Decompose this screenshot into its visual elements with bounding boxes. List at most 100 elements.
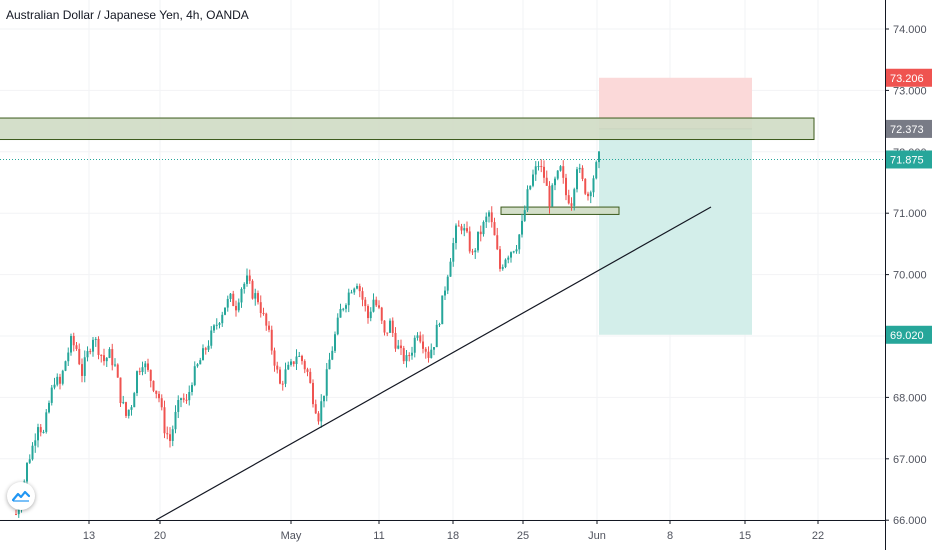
candle-body bbox=[589, 192, 592, 197]
candle-body bbox=[174, 411, 177, 430]
candle-body bbox=[202, 348, 204, 361]
candle-body bbox=[427, 351, 430, 358]
candle-body bbox=[303, 361, 306, 370]
candle-body bbox=[213, 325, 215, 331]
annotation-zones[interactable] bbox=[0, 77, 815, 335]
candle-body bbox=[287, 364, 290, 370]
price-label-text: 72.373 bbox=[890, 124, 924, 136]
candle-body bbox=[369, 311, 372, 319]
candle-body bbox=[474, 250, 477, 253]
candle-body bbox=[166, 433, 169, 435]
candle-body bbox=[133, 393, 136, 408]
candle-body bbox=[273, 350, 276, 366]
price-label-last-price[interactable] bbox=[886, 150, 932, 169]
candle-body bbox=[380, 307, 383, 321]
price-tick-label: 71.000 bbox=[893, 208, 927, 220]
candle-body bbox=[534, 166, 537, 175]
candle-body bbox=[433, 347, 435, 350]
price-tick-label: 66.000 bbox=[893, 515, 927, 527]
candle-body bbox=[240, 288, 243, 303]
candle-body bbox=[334, 334, 336, 351]
candle-body bbox=[158, 393, 160, 399]
trendline[interactable] bbox=[155, 206, 712, 521]
grid-lines bbox=[0, 0, 885, 521]
candle-body bbox=[356, 285, 358, 289]
candle-body bbox=[529, 185, 532, 190]
candle-body bbox=[485, 216, 488, 222]
candle-body bbox=[460, 226, 463, 231]
time-axis-background bbox=[0, 520, 885, 550]
candle-body bbox=[45, 412, 48, 432]
candle-body bbox=[375, 299, 378, 306]
candle-body bbox=[331, 350, 334, 360]
candle-body bbox=[328, 359, 331, 370]
candle-body bbox=[86, 351, 89, 358]
candle-body bbox=[232, 293, 235, 306]
candle-body bbox=[386, 332, 389, 334]
candle-body bbox=[210, 330, 213, 346]
candle-body bbox=[526, 189, 529, 211]
candle-body bbox=[452, 243, 455, 262]
candle-body bbox=[551, 185, 554, 207]
time-axis[interactable]: 13 20 May 11 18 25 Jun 8 15 22 bbox=[0, 520, 885, 550]
support-zone[interactable] bbox=[500, 206, 620, 215]
candle-body bbox=[532, 174, 534, 186]
price-label-text: 69.020 bbox=[890, 330, 924, 342]
candle-body bbox=[501, 267, 504, 269]
candle-body bbox=[567, 195, 570, 204]
price-label-stop-loss[interactable] bbox=[886, 68, 932, 87]
candle-body bbox=[496, 235, 499, 250]
candle-body bbox=[56, 376, 59, 385]
candle-body bbox=[50, 387, 53, 403]
candle-body bbox=[488, 212, 490, 217]
price-label-resistance-zone[interactable] bbox=[886, 119, 932, 138]
tradingview-logo-icon[interactable] bbox=[7, 482, 35, 510]
candle-body bbox=[78, 348, 81, 365]
candle-body bbox=[42, 431, 45, 433]
candle-body bbox=[444, 290, 446, 296]
candle-body bbox=[361, 291, 364, 300]
candle-body bbox=[149, 369, 152, 381]
candle-body bbox=[111, 349, 114, 366]
candle-body bbox=[325, 369, 328, 396]
candle-body bbox=[345, 305, 347, 309]
price-axis[interactable]: 74.00073.00072.00071.00070.00069.00068.0… bbox=[885, 0, 932, 550]
candle-body bbox=[100, 354, 103, 356]
candle-body bbox=[430, 349, 433, 358]
candle-body bbox=[171, 429, 174, 441]
candle-body bbox=[53, 384, 56, 388]
candle-body bbox=[262, 312, 265, 314]
candle-body bbox=[309, 371, 312, 383]
candle-body bbox=[169, 434, 171, 441]
candle-body bbox=[185, 399, 188, 401]
resistance-zone[interactable] bbox=[0, 117, 815, 141]
candle-body bbox=[284, 369, 287, 384]
candle-body bbox=[251, 280, 254, 299]
candle-body bbox=[182, 398, 185, 400]
candle-body bbox=[518, 234, 521, 250]
price-label-text: 71.875 bbox=[890, 154, 924, 166]
time-tick-label: 20 bbox=[154, 530, 166, 542]
candle-body bbox=[543, 166, 545, 178]
candle-body bbox=[312, 382, 314, 405]
candle-body bbox=[510, 252, 512, 258]
price-label-take-profit[interactable] bbox=[886, 325, 932, 344]
candle-body bbox=[592, 178, 595, 193]
candle-body bbox=[226, 298, 229, 308]
candle-body bbox=[37, 427, 39, 441]
candle-body bbox=[97, 338, 100, 355]
candle-body bbox=[477, 231, 479, 251]
candle-body bbox=[39, 427, 42, 433]
candle-body bbox=[15, 514, 17, 516]
candle-body bbox=[523, 210, 526, 221]
overlays[interactable] bbox=[0, 158, 885, 521]
candle-body bbox=[347, 292, 350, 306]
candle-body bbox=[570, 203, 573, 206]
candle-body bbox=[119, 377, 122, 404]
candle-body bbox=[435, 324, 438, 348]
take-profit-zone[interactable] bbox=[599, 128, 752, 335]
candle-body bbox=[515, 249, 518, 252]
candle-body bbox=[188, 392, 191, 401]
